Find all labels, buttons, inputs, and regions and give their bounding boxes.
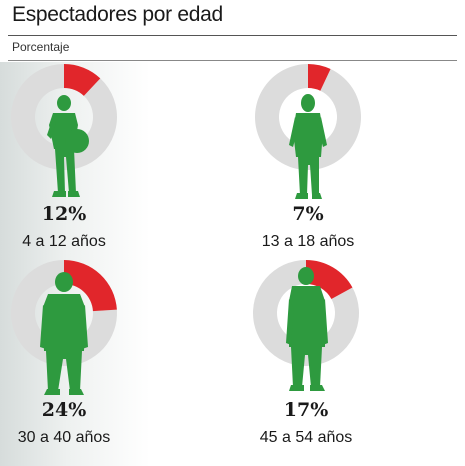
child-with-ball-icon	[47, 95, 89, 197]
man-head	[55, 272, 73, 292]
man-feet	[44, 389, 84, 395]
age-group-chart: 7% 13 a 18 años	[255, 64, 361, 250]
child-legs	[55, 149, 76, 193]
data-label: 7%	[292, 203, 323, 225]
child-head	[57, 95, 71, 111]
child-ball	[65, 129, 89, 153]
donut-value-slice	[64, 260, 117, 312]
donut-remainder-slice	[11, 260, 117, 367]
data-label: 24%	[42, 399, 87, 421]
teen-legs	[298, 157, 319, 195]
donut-remainder-slice	[253, 260, 359, 367]
older-man-arms	[286, 299, 328, 345]
category-label: 45 a 54 años	[260, 429, 353, 446]
donut-value-slice	[64, 64, 101, 96]
man-legs	[46, 351, 82, 391]
age-group-chart: 24% 30 a 40 años	[11, 260, 117, 446]
teen-head	[301, 94, 315, 112]
child-arm	[47, 117, 56, 139]
donut-remainder-slice	[255, 64, 361, 171]
adult-man-icon	[40, 272, 88, 395]
donut-value-slice	[306, 260, 353, 300]
age-group-chart: 17% 45 a 54 años	[253, 260, 359, 446]
older-man-icon	[286, 267, 328, 391]
age-group-chart: 12% 4 a 12 años	[11, 64, 118, 250]
category-label: 4 a 12 años	[22, 233, 106, 250]
older-man-legs	[291, 347, 322, 387]
donut-value-slice	[308, 64, 331, 91]
older-man-torso	[289, 286, 325, 347]
teen-torso	[293, 113, 323, 157]
child-feet	[52, 191, 80, 197]
donut-remainder-slice	[11, 64, 118, 171]
category-label: 13 a 18 años	[262, 233, 355, 250]
teen-icon	[289, 94, 327, 199]
chart-subtitle: Porcentaje	[12, 40, 70, 54]
data-label: 12%	[42, 203, 87, 225]
subtitle-divider	[8, 60, 457, 61]
data-label: 17%	[284, 399, 329, 421]
older-man-head	[298, 267, 314, 285]
teen-feet	[295, 193, 322, 199]
man-arms	[40, 305, 88, 349]
chart-title: Espectadores por edad	[12, 3, 223, 26]
teen-arms	[289, 117, 327, 147]
category-label: 30 a 40 años	[18, 429, 111, 446]
older-man-feet	[289, 385, 325, 391]
title-divider	[8, 35, 457, 36]
man-torso	[43, 294, 85, 351]
